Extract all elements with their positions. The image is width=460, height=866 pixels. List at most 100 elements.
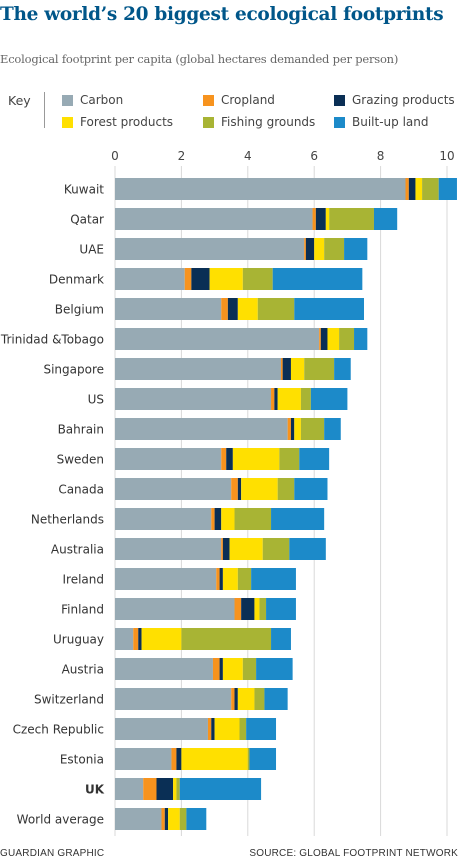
legend-item-fishing-grounds: Fishing grounds — [203, 115, 315, 129]
bar-world-average-forest-products — [168, 808, 180, 830]
category-label-belgium: Belgium — [55, 303, 104, 317]
bar-trinidad-tobago-cropland — [319, 328, 321, 350]
bar-uruguay-grazing-products — [138, 628, 142, 650]
bar-uruguay-fishing-grounds — [181, 628, 272, 650]
x-tick-label-0: 0 — [111, 149, 119, 163]
bar-sweden-cropland — [221, 448, 227, 470]
bar-netherlands-fishing-grounds — [234, 508, 272, 530]
bar-belgium-cropland — [221, 298, 228, 320]
bar-us-built-up-land — [310, 388, 348, 410]
bar-qatar-cropland — [312, 208, 316, 230]
legend-label-carbon: Carbon — [80, 93, 124, 107]
category-label-netherlands: Netherlands — [31, 513, 104, 527]
bar-sweden-carbon — [115, 448, 222, 470]
bar-estonia-built-up-land — [249, 748, 277, 770]
bar-singapore-forest-products — [290, 358, 305, 380]
category-label-australia: Australia — [51, 543, 104, 557]
bar-uruguay-built-up-land — [271, 628, 291, 650]
legend-item-grazing-products: Grazing products — [334, 93, 455, 107]
bar-kuwait-forest-products — [415, 178, 423, 200]
legend-divider — [44, 92, 45, 128]
x-tick-label-8: 8 — [377, 149, 385, 163]
bar-qatar-grazing-products — [315, 208, 326, 230]
bar-belgium-carbon — [115, 298, 222, 320]
bar-canada-fishing-grounds — [277, 478, 295, 500]
bar-singapore-carbon — [115, 358, 281, 380]
footer-credit: GUARDIAN GRAPHIC — [0, 848, 105, 859]
category-label-uk: UK — [85, 783, 105, 797]
bar-czech-republic-built-up-land — [246, 718, 277, 740]
legend-swatch-carbon — [62, 94, 73, 106]
bar-bahrain-cropland — [287, 418, 291, 440]
category-label-singapore: Singapore — [43, 363, 104, 377]
category-label-uruguay: Uruguay — [53, 633, 104, 647]
bar-sweden-forest-products — [232, 448, 280, 470]
category-label-kuwait: Kuwait — [64, 183, 104, 197]
bar-us-forest-products — [277, 388, 301, 410]
bar-czech-republic-grazing-products — [211, 718, 215, 740]
bar-ireland-forest-products — [222, 568, 238, 590]
bar-trinidad-tobago-grazing-products — [320, 328, 328, 350]
bar-uk-grazing-products — [156, 778, 174, 800]
bar-denmark-carbon — [115, 268, 185, 290]
bar-denmark-cropland — [184, 268, 192, 290]
x-tick-label-6: 6 — [310, 149, 318, 163]
bar-trinidad-tobago-carbon — [115, 328, 320, 350]
x-tick-label-2: 2 — [178, 149, 186, 163]
legend-key-label: Key — [8, 93, 31, 108]
bar-trinidad-tobago-built-up-land — [354, 328, 368, 350]
bar-uae-built-up-land — [344, 238, 368, 260]
bar-estonia-fishing-grounds — [247, 748, 250, 770]
bar-qatar-fishing-grounds — [329, 208, 374, 230]
bar-ireland-grazing-products — [219, 568, 223, 590]
category-label-world-average: World average — [17, 813, 104, 827]
bar-uae-cropland — [304, 238, 306, 260]
legend-label-fishing-grounds: Fishing grounds — [221, 115, 316, 129]
bar-us-fishing-grounds — [300, 388, 311, 410]
bar-switzerland-forest-products — [237, 688, 255, 710]
bar-canada-grazing-products — [237, 478, 242, 500]
bar-uae-carbon — [115, 238, 305, 260]
bar-czech-republic-carbon — [115, 718, 208, 740]
bar-australia-forest-products — [229, 538, 263, 560]
bar-belgium-forest-products — [237, 298, 258, 320]
bar-switzerland-built-up-land — [264, 688, 288, 710]
bar-finland-built-up-land — [266, 598, 296, 620]
bar-uk-built-up-land — [179, 778, 262, 800]
bar-finland-forest-products — [254, 598, 260, 620]
bar-czech-republic-cropland — [207, 718, 212, 740]
chart-title: The world’s 20 biggest ecological footpr… — [0, 4, 444, 25]
bar-australia-grazing-products — [222, 538, 230, 560]
bar-austria-forest-products — [222, 658, 243, 680]
bar-estonia-grazing-products — [176, 748, 182, 770]
x-tick-label-10: 10 — [439, 149, 454, 163]
bar-austria-fishing-grounds — [242, 658, 257, 680]
bar-kuwait-built-up-land — [438, 178, 457, 200]
legend-label-grazing-products: Grazing products — [352, 93, 455, 107]
bar-belgium-fishing-grounds — [257, 298, 295, 320]
bar-kuwait-carbon — [115, 178, 406, 200]
bar-australia-carbon — [115, 538, 222, 560]
bar-ireland-cropland — [216, 568, 220, 590]
chart-subtitle: Ecological footprint per capita (global … — [0, 52, 399, 66]
bar-kuwait-grazing-products — [408, 178, 416, 200]
bar-kuwait-cropland — [405, 178, 409, 200]
bar-switzerland-fishing-grounds — [254, 688, 265, 710]
legend-label-built-up-land: Built-up land — [352, 115, 429, 129]
bar-world-average-fishing-grounds — [179, 808, 187, 830]
bar-austria-cropland — [212, 658, 220, 680]
bar-austria-built-up-land — [256, 658, 293, 680]
legend-item-built-up-land: Built-up land — [334, 115, 429, 129]
bar-trinidad-tobago-forest-products — [327, 328, 340, 350]
bar-qatar-built-up-land — [373, 208, 398, 230]
bar-netherlands-forest-products — [221, 508, 235, 530]
bar-estonia-forest-products — [181, 748, 248, 770]
category-label-denmark: Denmark — [49, 273, 104, 287]
bar-world-average-cropland — [161, 808, 165, 830]
bar-finland-cropland — [234, 598, 242, 620]
bar-canada-built-up-land — [294, 478, 328, 500]
bar-world-average-carbon — [115, 808, 162, 830]
legend-item-cropland: Cropland — [203, 93, 275, 107]
bar-uruguay-cropland — [133, 628, 139, 650]
